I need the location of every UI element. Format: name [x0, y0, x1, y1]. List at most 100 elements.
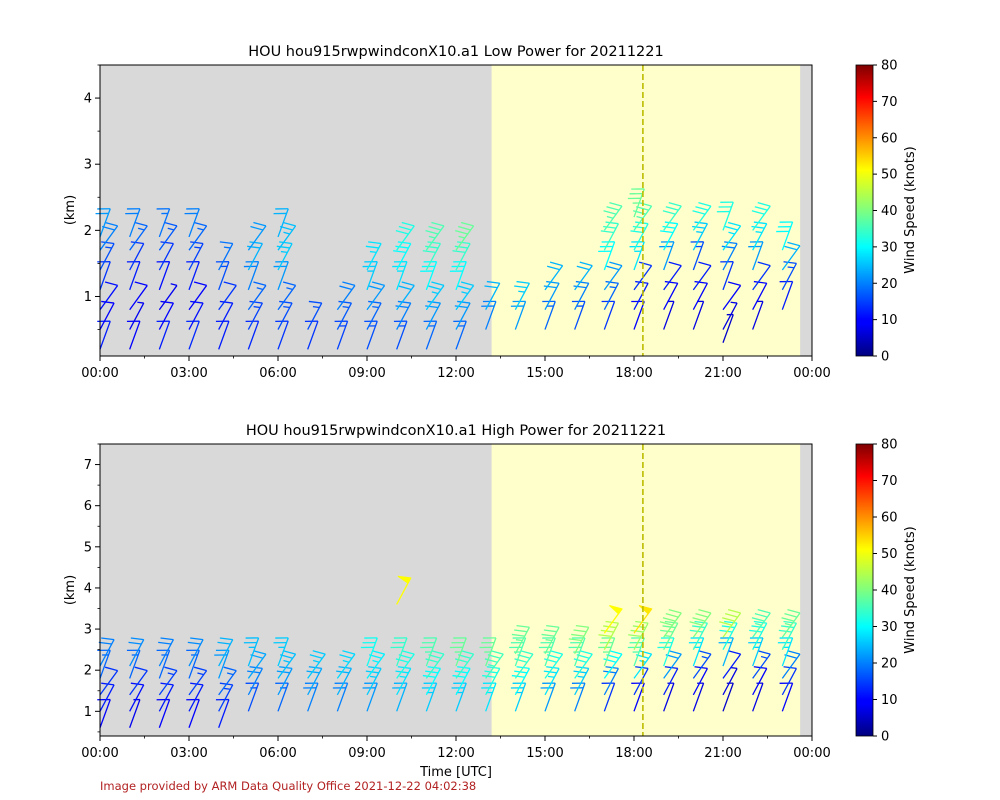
- wind-barb: [692, 682, 705, 712]
- barb-feather: [425, 229, 439, 235]
- wind-barb: [719, 608, 742, 638]
- colorbar-scale: [855, 64, 874, 357]
- barb-feather: [223, 281, 237, 287]
- wind-barb: [184, 208, 200, 238]
- wind-barb: [396, 575, 412, 605]
- barb-staff: [574, 653, 593, 679]
- colorbar-tick-label: 80: [881, 438, 898, 453]
- wind-barb: [365, 241, 382, 271]
- wind-barb: [362, 682, 378, 712]
- barb-feather: [401, 281, 415, 287]
- barb-feather: [342, 650, 356, 655]
- wind-barb: [128, 637, 145, 667]
- wind-barb: [692, 280, 708, 311]
- wind-barb: [247, 241, 263, 271]
- wind-barb: [98, 637, 115, 667]
- barb-half-feather: [784, 622, 792, 626]
- barb-feather: [579, 650, 593, 655]
- wind-barb: [303, 682, 319, 712]
- barb-staff: [752, 668, 768, 696]
- wind-barb: [752, 261, 771, 291]
- barb-feather: [546, 280, 560, 284]
- barb-staff: [188, 699, 200, 728]
- colorbar-tick-label: 60: [881, 511, 898, 526]
- barb-half-feather: [755, 622, 762, 626]
- barb-feather: [101, 241, 115, 245]
- colorbar-tick-label: 80: [881, 59, 898, 74]
- colorbar-tick-label: 10: [881, 693, 898, 708]
- wind-barb: [689, 608, 712, 638]
- colorbar-tick-label: 0: [881, 730, 889, 745]
- barb-feather: [757, 650, 771, 655]
- barb-feather: [605, 280, 619, 284]
- barb-staff: [396, 302, 412, 330]
- barb-staff: [158, 261, 171, 291]
- barb-staff: [99, 320, 111, 350]
- x-axis: 00:00 03:00 06:00 09:00 12:00 15:00 18:00 21:00…: [81, 736, 831, 761]
- barb-feather: [751, 625, 765, 629]
- barb-feather: [134, 221, 148, 227]
- barb-feather: [784, 245, 798, 251]
- wind-barb: [273, 637, 289, 667]
- colorbar-ticks: 0 10 20 30 40 50 60 70 80: [873, 438, 898, 745]
- x-axis: 00:00 03:00 06:00 09:00 12:00 15:00 18:00 21:00…: [81, 356, 831, 381]
- barb-staff: [722, 302, 738, 330]
- barb-feather: [425, 245, 439, 249]
- barb-feather: [576, 265, 590, 271]
- wind-barb: [543, 280, 560, 311]
- barb-staff: [692, 265, 712, 291]
- barb-staff: [663, 282, 679, 311]
- barb-feather: [753, 221, 767, 225]
- barb-feather: [727, 221, 741, 227]
- barb-feather: [490, 650, 504, 655]
- barb-feather: [486, 280, 500, 284]
- wind-barb: [247, 300, 263, 330]
- wind-barb: [452, 241, 471, 271]
- y-tick-label: 3: [84, 158, 92, 173]
- barb-feather: [219, 300, 233, 304]
- colorbar-ticks: 0 10 20 30 40 50 60 70 80: [873, 59, 898, 365]
- barb-staff: [218, 261, 230, 291]
- barb-half-feather: [461, 291, 468, 295]
- barb-staff: [158, 302, 174, 330]
- barb-feather: [342, 281, 356, 287]
- barb-feather: [724, 225, 738, 231]
- barb-feather: [662, 625, 676, 629]
- wind-barb: [511, 624, 530, 655]
- barb-staff: [692, 668, 708, 696]
- barb-feather: [630, 629, 644, 633]
- barb-staff: [603, 205, 623, 231]
- barb-staff: [781, 668, 797, 696]
- barb-half-feather: [283, 659, 290, 663]
- barb-feather: [190, 300, 204, 304]
- barb-feather: [664, 620, 678, 624]
- barb-staff: [633, 653, 653, 679]
- wind-barb: [129, 241, 145, 271]
- wind-barb: [360, 637, 378, 667]
- x-tick-label: 15:00: [526, 366, 563, 381]
- wind-barb: [422, 241, 441, 271]
- barb-staff: [603, 301, 616, 330]
- barb-feather: [783, 620, 797, 624]
- barb-half-feather: [342, 659, 350, 663]
- wind-barb: [99, 666, 119, 696]
- wind-barb: [722, 281, 742, 311]
- barb-feather: [249, 300, 263, 304]
- wind-barb: [719, 620, 738, 650]
- barb-feather: [781, 617, 795, 622]
- wind-barb: [158, 241, 174, 271]
- barb-staff: [336, 653, 356, 679]
- wind-barb: [97, 698, 111, 728]
- barb-staff: [722, 261, 734, 291]
- wind-barb: [514, 280, 530, 311]
- barb-staff: [781, 281, 794, 310]
- barb-staff: [99, 670, 119, 696]
- wind-barb: [752, 682, 764, 712]
- wind-barb: [514, 650, 534, 679]
- colorbar-label: Wind Speed (knots): [903, 146, 918, 273]
- barb-feather: [724, 620, 738, 624]
- barb-staff: [663, 301, 675, 330]
- wind-barb: [688, 637, 705, 667]
- barb-feather: [164, 666, 178, 672]
- barb-half-feather: [286, 287, 293, 291]
